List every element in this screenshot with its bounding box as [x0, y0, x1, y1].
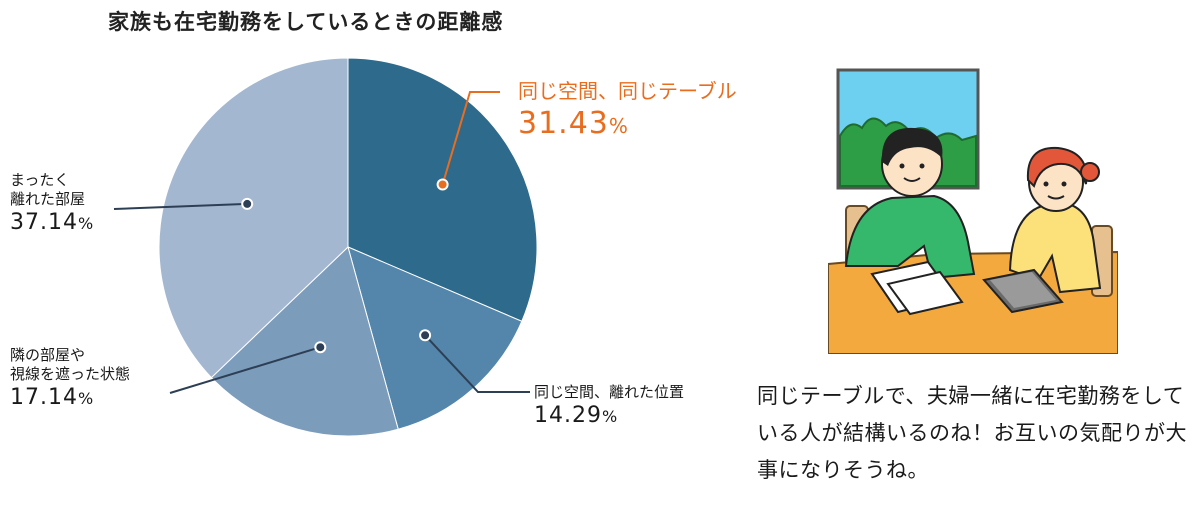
tablet-screen [990, 272, 1056, 308]
slice-value-number: 31.43 [518, 105, 609, 141]
paper [886, 270, 964, 316]
slice-value-unit: % [608, 113, 629, 138]
woman-smile [1047, 195, 1065, 200]
slice-value-number: 14.29 [534, 403, 602, 429]
slice-value-unit: % [77, 214, 95, 234]
slice-value: 14.29% [534, 402, 684, 430]
pie-slice-next-room [210, 246, 399, 437]
label-same-space-apart: 同じ空間、離れた位置 14.29% [534, 383, 684, 430]
label-next-room: 隣の部屋や 視線を遮った状態 17.14% [10, 346, 130, 413]
leader-line [113, 202, 248, 210]
woman-hair [1026, 146, 1088, 188]
leader-dot [419, 329, 432, 342]
pie-chart [113, 57, 538, 437]
slice-value-number: 17.14 [10, 385, 78, 411]
leader-dot [314, 341, 327, 354]
slice-name: まったく 離れた部屋 [10, 171, 86, 209]
leader-line [169, 346, 321, 394]
woman-eye [1043, 181, 1049, 187]
man-eye [899, 163, 905, 169]
slice-value: 17.14% [10, 384, 130, 412]
woman-hair-bun [1080, 162, 1100, 182]
slice-name: 隣の部屋や 視線を遮った状態 [10, 346, 131, 384]
man-smile [903, 177, 921, 182]
slice-value: 37.14% [10, 209, 94, 237]
leader-line [441, 91, 500, 185]
slice-value: 31.43% [518, 105, 737, 143]
pie-slice-separate-room [158, 57, 349, 379]
label-same-table: 同じ空間、同じテーブル 31.43% [518, 79, 737, 143]
leader-line [424, 334, 530, 393]
pie-slice-same-space-apart [347, 246, 523, 430]
chart-title: 家族も在宅勤務をしているときの距離感 [108, 10, 504, 34]
slice-value-unit: % [601, 407, 619, 427]
slice-name: 同じ空間、同じテーブル [518, 79, 737, 103]
couple-working-illustration [828, 68, 1118, 354]
leader-dot [436, 178, 449, 191]
slice-value-number: 37.14 [10, 210, 78, 236]
man-body [844, 194, 976, 280]
woman-eye [1061, 181, 1067, 187]
leader-dot [241, 197, 254, 210]
slice-name: 同じ空間、離れた位置 [534, 383, 685, 401]
man-eye [919, 163, 925, 169]
caption-text: 同じテーブルで、夫婦一緒に在宅勤務をしている人が結構いるのね！お互いの気配りが大… [757, 384, 1187, 482]
man-hair [881, 127, 943, 166]
label-separate-room: まったく 離れた部屋 37.14% [10, 171, 94, 238]
slice-value-unit: % [77, 389, 95, 409]
